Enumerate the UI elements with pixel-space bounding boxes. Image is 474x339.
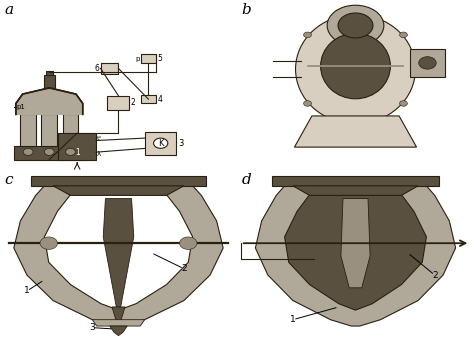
Text: c: c <box>5 173 13 187</box>
Polygon shape <box>92 320 145 326</box>
Circle shape <box>154 138 168 148</box>
FancyBboxPatch shape <box>44 75 55 88</box>
Polygon shape <box>103 199 134 307</box>
Text: 3: 3 <box>178 139 183 148</box>
FancyBboxPatch shape <box>46 71 53 75</box>
Circle shape <box>45 148 54 155</box>
Ellipse shape <box>320 33 391 99</box>
FancyBboxPatch shape <box>58 133 96 160</box>
Text: 2: 2 <box>432 271 438 280</box>
Text: d: d <box>242 173 252 187</box>
FancyBboxPatch shape <box>14 145 85 160</box>
Text: 6: 6 <box>94 64 100 73</box>
Text: 3: 3 <box>90 323 95 332</box>
Circle shape <box>180 237 197 250</box>
Ellipse shape <box>296 15 415 124</box>
Polygon shape <box>31 176 206 186</box>
FancyBboxPatch shape <box>141 54 156 63</box>
Text: 4: 4 <box>157 95 162 104</box>
Text: 2: 2 <box>181 264 187 273</box>
Text: K: K <box>158 139 164 148</box>
Polygon shape <box>284 189 427 310</box>
Circle shape <box>419 57 436 69</box>
FancyBboxPatch shape <box>42 114 57 145</box>
Circle shape <box>327 5 384 46</box>
Text: p: p <box>135 56 139 62</box>
FancyBboxPatch shape <box>107 96 129 110</box>
Circle shape <box>65 148 75 155</box>
Circle shape <box>338 13 373 38</box>
Text: 1: 1 <box>290 315 296 324</box>
Text: 1: 1 <box>75 148 80 157</box>
Circle shape <box>304 101 311 106</box>
Polygon shape <box>45 189 192 310</box>
Polygon shape <box>341 199 370 288</box>
FancyBboxPatch shape <box>141 95 156 103</box>
Text: 1: 1 <box>24 286 30 296</box>
Polygon shape <box>293 186 418 195</box>
Circle shape <box>23 148 33 155</box>
Polygon shape <box>272 176 439 186</box>
Text: 5: 5 <box>157 54 162 63</box>
Circle shape <box>400 101 407 106</box>
Text: b: b <box>242 3 252 17</box>
Polygon shape <box>53 186 184 195</box>
Text: p1: p1 <box>16 104 25 109</box>
Polygon shape <box>255 181 456 326</box>
Circle shape <box>400 32 407 38</box>
FancyBboxPatch shape <box>20 114 36 145</box>
Circle shape <box>40 237 57 250</box>
Polygon shape <box>110 326 127 336</box>
FancyBboxPatch shape <box>100 63 118 74</box>
Text: λ: λ <box>97 151 100 157</box>
Polygon shape <box>16 88 82 114</box>
Polygon shape <box>112 307 125 326</box>
FancyBboxPatch shape <box>63 114 78 145</box>
FancyBboxPatch shape <box>145 132 176 155</box>
Text: 2: 2 <box>131 98 136 107</box>
FancyBboxPatch shape <box>410 49 445 77</box>
Text: a: a <box>5 3 14 17</box>
Circle shape <box>304 32 311 38</box>
Text: t°: t° <box>97 136 102 141</box>
Polygon shape <box>294 116 417 147</box>
Polygon shape <box>14 181 223 326</box>
